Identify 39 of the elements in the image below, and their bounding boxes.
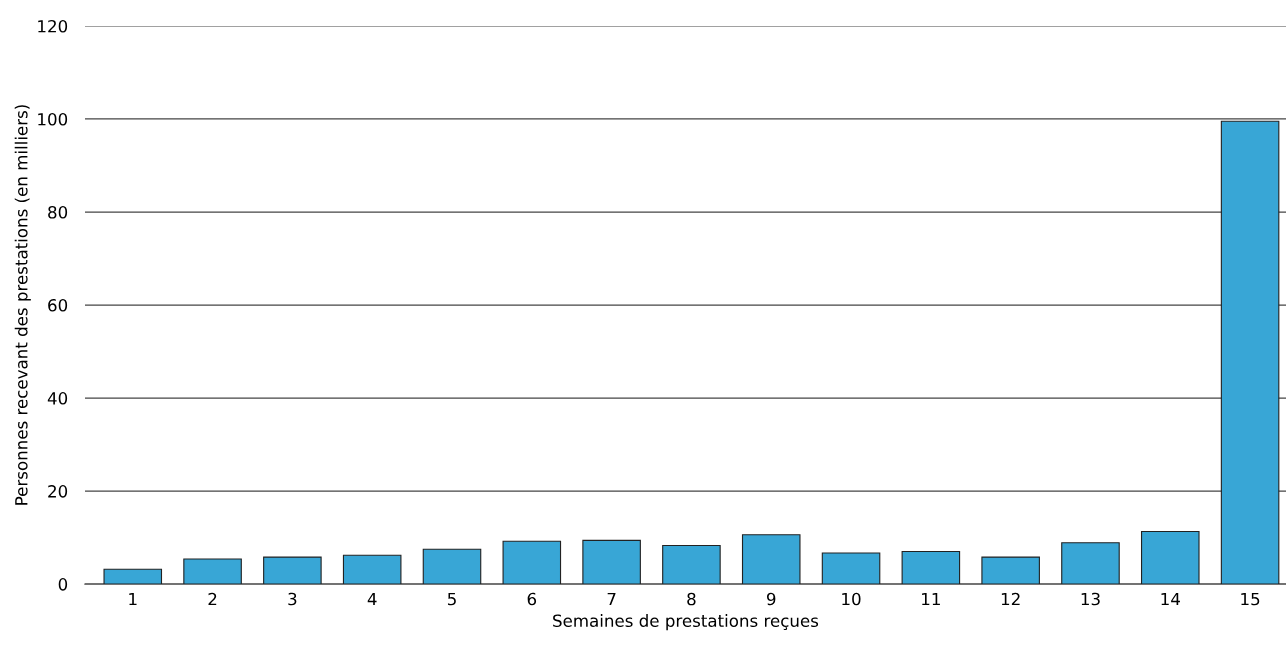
bar [1220, 120, 1280, 585]
bar [422, 548, 482, 585]
bar [901, 550, 961, 585]
x-tick-label: 8 [687, 592, 696, 606]
bar [662, 544, 721, 585]
x-tick-label: 4 [367, 592, 377, 606]
bar [821, 552, 881, 585]
x-tick-label: 1 [129, 592, 137, 606]
y-axis-title: Personnes recevant des prestations (en milliers) [14, 105, 31, 505]
bar [981, 556, 1040, 585]
x-tick-label: 7 [607, 592, 616, 606]
x-tick-label: 13 [1081, 592, 1100, 606]
x-tick-label: 11 [922, 592, 940, 606]
bar [263, 556, 322, 585]
x-tick-label: 3 [288, 592, 297, 606]
y-tick-label: 60 [48, 298, 68, 312]
bar [741, 534, 801, 585]
bar [342, 554, 402, 585]
y-tick-label: 0 [58, 578, 68, 591]
bar [183, 558, 242, 585]
y-tick-label: 120 [38, 19, 68, 33]
x-tick-label: 12 [1001, 592, 1020, 606]
bar [1140, 530, 1200, 585]
y-tick-label: 20 [48, 485, 68, 498]
x-tick-label: 6 [527, 592, 537, 606]
y-tick-label: 100 [38, 112, 68, 126]
bar [502, 540, 562, 585]
x-tick-label: 15 [1241, 592, 1260, 606]
x-tick-label: 2 [208, 592, 217, 606]
y-tick-label: 40 [47, 392, 68, 405]
y-tick-label: 80 [48, 205, 68, 219]
bar [1061, 542, 1120, 585]
x-tick-label: 14 [1161, 592, 1180, 606]
x-tick-label: 10 [842, 592, 861, 606]
x-axis-title: Semaines de prestations reçues [553, 614, 819, 631]
bar [103, 568, 163, 585]
x-tick-label: 9 [766, 592, 776, 606]
bar [582, 539, 641, 585]
x-tick-label: 5 [447, 592, 456, 606]
